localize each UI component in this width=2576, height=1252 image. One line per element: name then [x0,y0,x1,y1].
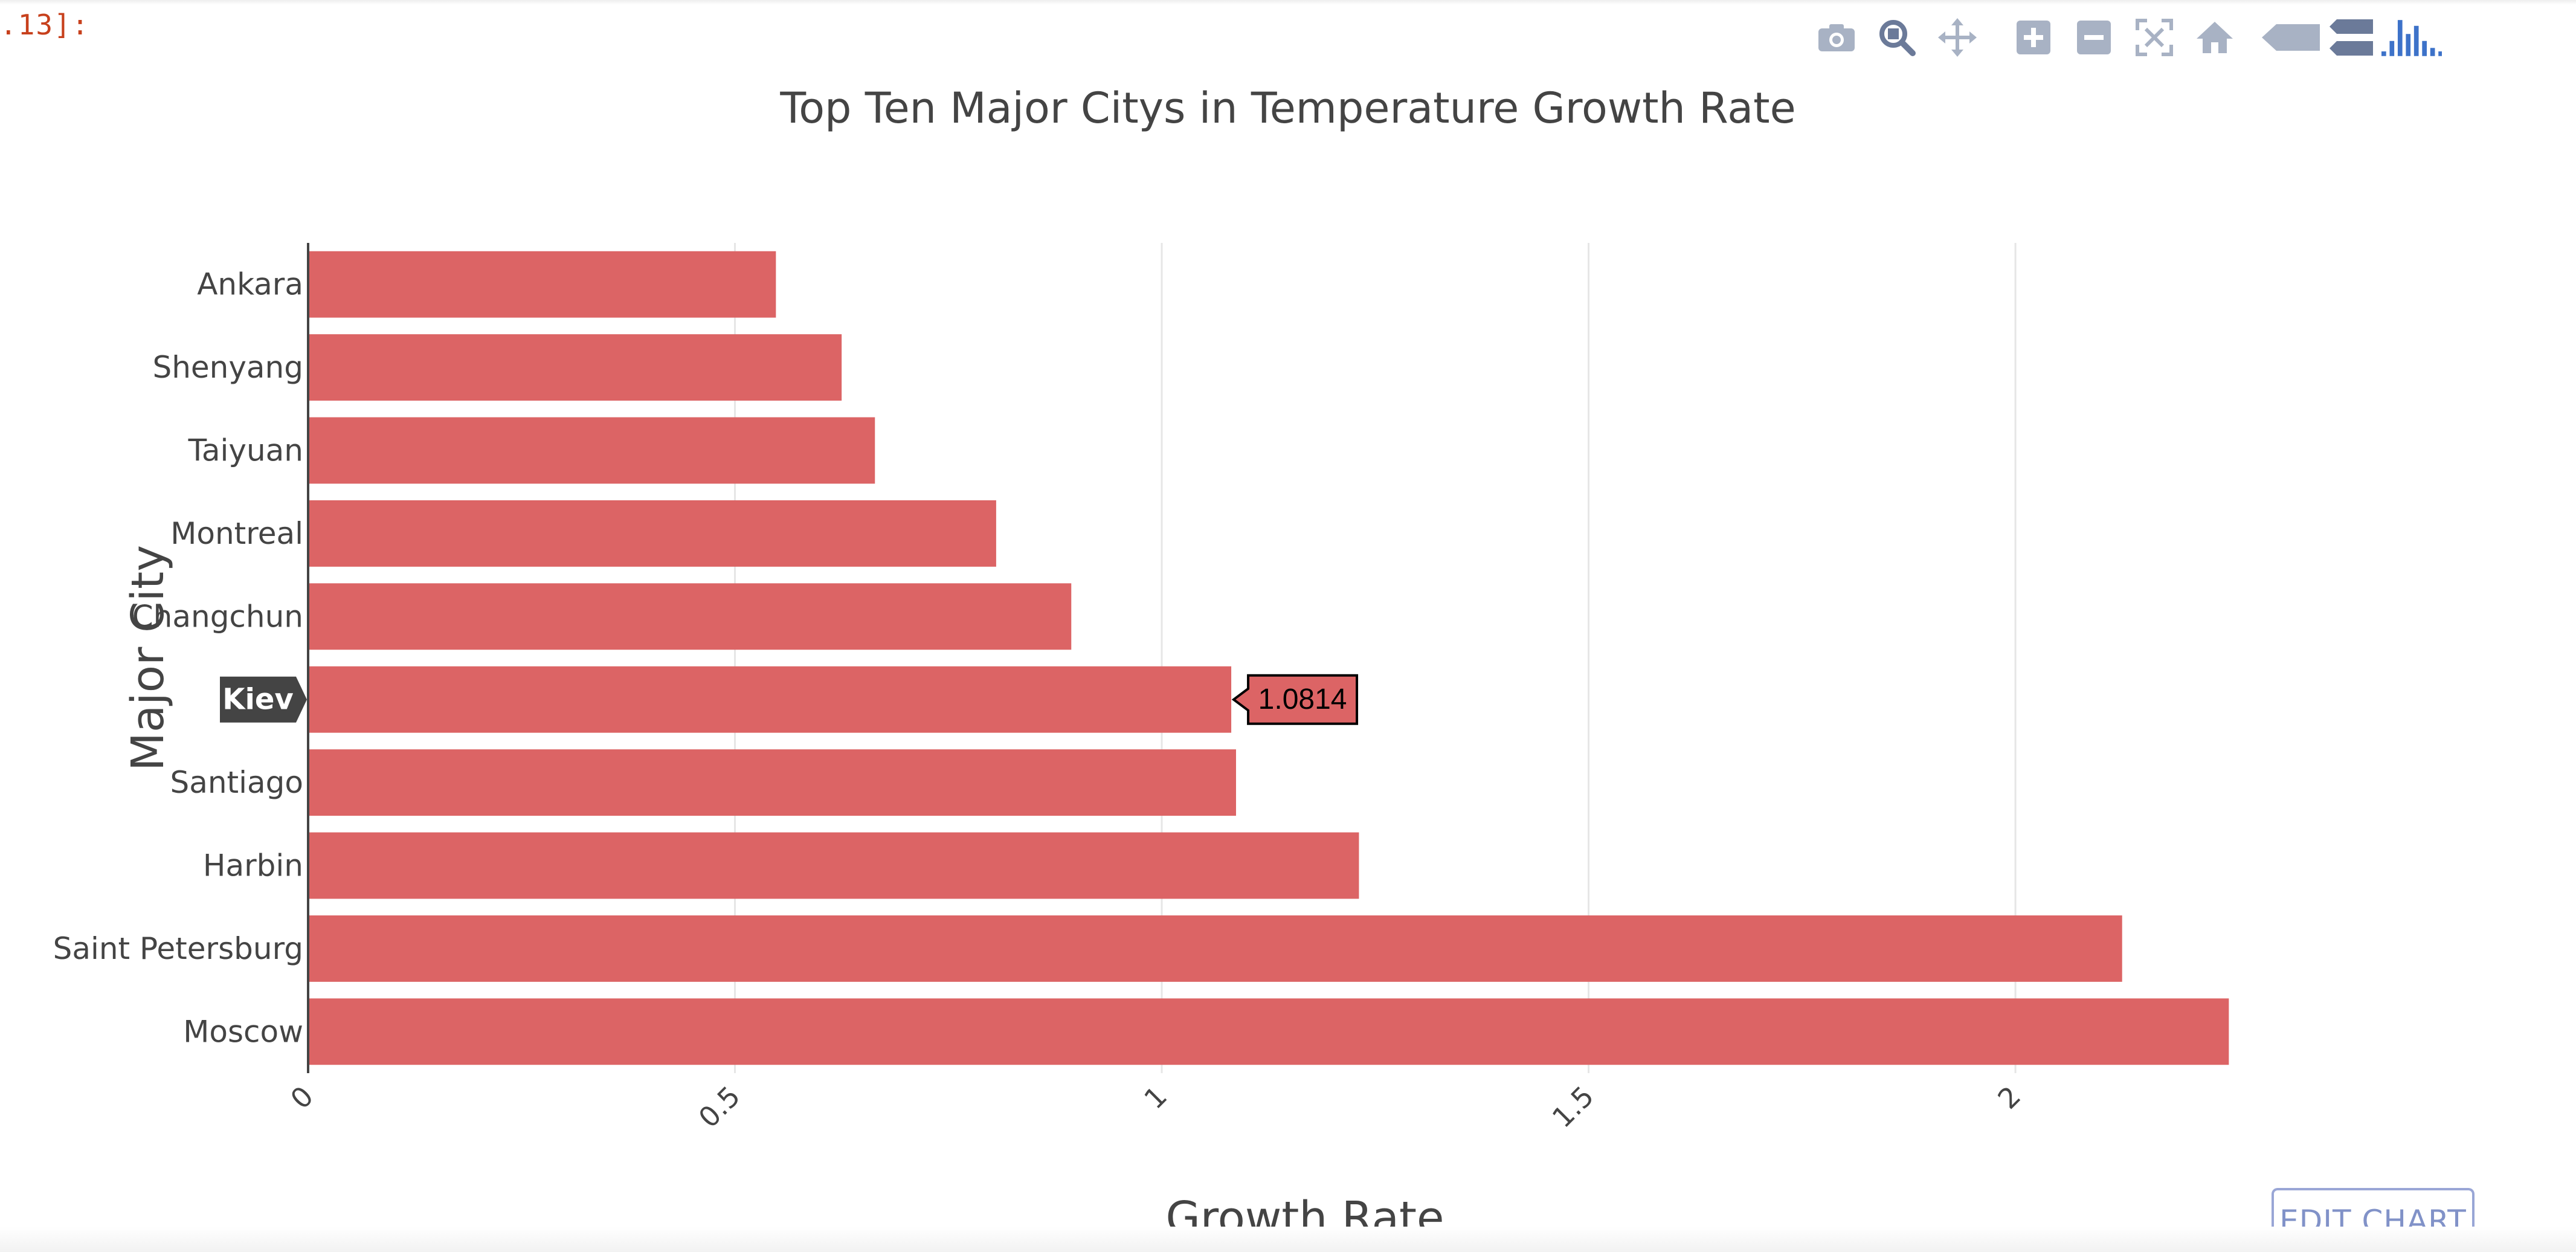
hover-category-label: Kiev [222,683,294,717]
x-tick-label: 0.5 [692,1080,747,1134]
bar-montreal[interactable] [308,500,996,567]
y-tick-label: Ankara [197,267,303,302]
x-tick-label: 0 [284,1080,320,1115]
y-tick-label: Montreal [170,516,303,551]
bar-moscow[interactable] [308,998,2229,1065]
x-tick-labels: 0 0.5 1 1.5 2 [284,1080,2027,1134]
bar-ankara[interactable] [308,251,776,318]
y-tick-label: Santiago [170,765,303,800]
y-tick-label: Moscow [183,1014,303,1049]
autoscale-icon[interactable] [2124,13,2185,62]
x-tick-label: 2 [1991,1080,2027,1115]
pan-icon[interactable] [1927,13,1988,62]
x-tick-label: 1.5 [1546,1080,1600,1134]
zoom-in-icon[interactable] [2003,13,2064,62]
bars [308,251,2229,1065]
plotly-logo-icon[interactable] [2381,13,2442,62]
bar-shenyang[interactable] [308,334,842,401]
camera-icon[interactable] [1806,13,1867,62]
y-tick-label: Taiyuan [188,433,303,468]
chart-title: Top Ten Major Citys in Temperature Growt… [780,83,1796,133]
hover-category-badge [220,676,307,723]
bar-kiev[interactable] [308,666,1232,733]
zoom-out-icon[interactable] [2064,13,2124,62]
x-tick-label: 1 [1138,1080,1173,1115]
zoom-icon[interactable] [1867,13,1927,62]
y-tick-label: Saint Petersburg [53,931,303,966]
spike-closest-icon[interactable] [2261,13,2321,62]
bottom-edge-shade [0,1227,2576,1252]
y-tick-labels: Ankara Shenyang Taiyuan Montreal Changchun Sa… [53,267,303,1050]
y-tick-label: Harbin [203,848,303,883]
hover-labels: Kiev 1.0814 [220,674,1359,725]
y-tick-label: Shenyang [152,350,303,385]
hover-value-label: 1.0814 [1258,683,1347,715]
bar-saint-petersburg[interactable] [308,915,2122,982]
hover-value-box [1231,674,1359,725]
spike-compare-icon[interactable] [2321,13,2381,62]
y-tick-label: Changchun [132,599,303,634]
bar-changchun[interactable] [308,583,1072,650]
bar-taiyuan[interactable] [308,417,875,484]
home-icon[interactable] [2185,13,2245,62]
cell-prompt: .13]: [0,8,90,41]
bar-harbin[interactable] [308,832,1359,899]
modebar [1806,13,2442,62]
y-axis-title: Major City [122,545,174,771]
top-edge-shadow [0,0,2576,5]
bar-santiago[interactable] [308,749,1236,816]
